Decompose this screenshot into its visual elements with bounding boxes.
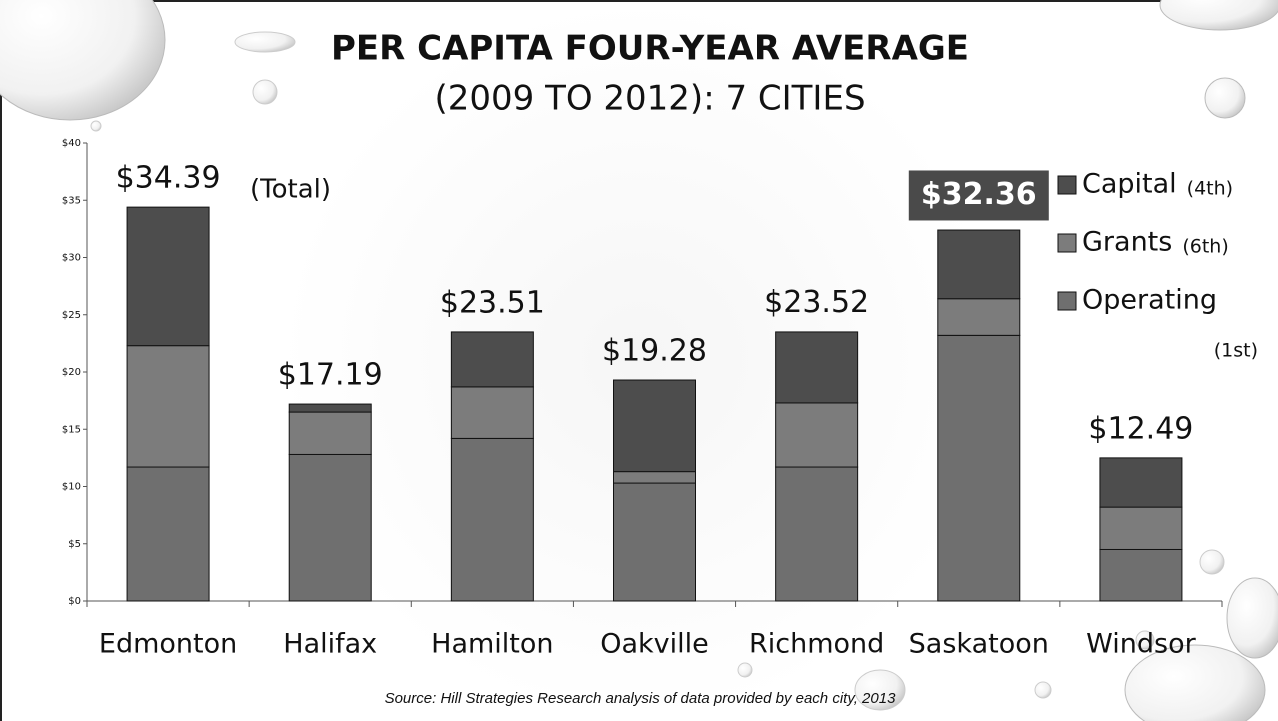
x-tick-label: Halifax	[283, 629, 377, 660]
bar-segment	[613, 471, 696, 484]
droplet	[234, 31, 296, 53]
legend-rank: (6th)	[1182, 236, 1228, 258]
droplet	[1199, 549, 1225, 575]
droplet	[737, 662, 753, 678]
droplet	[0, 0, 166, 121]
y-tick-label: $20	[62, 367, 81, 378]
bar-segment	[288, 403, 372, 413]
bar-segment	[775, 331, 859, 404]
bar-segment	[450, 386, 534, 439]
y-tick-label: $0	[68, 596, 81, 607]
legend-swatch	[1057, 291, 1077, 311]
legend-rank: (1st)	[1214, 340, 1258, 362]
total-label: $23.51	[440, 285, 545, 320]
droplet	[1034, 681, 1052, 699]
bar-segment	[450, 331, 534, 388]
bar-segment	[1099, 506, 1183, 550]
bar-segment	[937, 298, 1021, 336]
x-tick-label: Hamilton	[431, 629, 553, 660]
bar-segment	[1099, 548, 1183, 602]
x-tick-label: Oakville	[600, 629, 709, 660]
y-tick-label: $10	[62, 482, 81, 493]
y-tick-label: $35	[62, 195, 81, 206]
legend-label: Operating	[1082, 285, 1217, 316]
chart-subtitle: (2009 TO 2012): 7 CITIES	[434, 79, 865, 119]
droplet	[1159, 0, 1278, 31]
bar-segment	[126, 345, 210, 468]
legend-swatch	[1057, 233, 1077, 253]
source: Source: Hill Strategies Research analysi…	[385, 690, 896, 707]
droplet	[1226, 577, 1278, 659]
bar-segment	[613, 482, 696, 602]
total-label: $32.36	[921, 177, 1037, 212]
x-tick-label: Windsor	[1086, 629, 1196, 660]
y-tick-label: $30	[62, 253, 81, 264]
chart-title: PER CAPITA FOUR-YEAR AVERAGE	[331, 29, 969, 69]
legend-rank: (4th)	[1187, 178, 1233, 200]
bar-segment	[775, 466, 859, 602]
bar-segment	[937, 229, 1021, 300]
x-tick-label: Saskatoon	[909, 629, 1049, 660]
total-note: (Total)	[250, 175, 331, 205]
droplet	[252, 79, 278, 105]
x-tick-label: Richmond	[749, 629, 884, 660]
x-tick-label: Edmonton	[99, 629, 237, 660]
bar-segment	[937, 334, 1021, 602]
legend-swatch	[1057, 175, 1077, 195]
y-tick-label: $5	[68, 539, 81, 550]
bar-segment	[775, 402, 859, 468]
bar-segment	[126, 466, 210, 602]
droplet	[90, 120, 102, 132]
legend-label: Grants	[1082, 227, 1172, 258]
bar-segment	[450, 437, 534, 602]
total-label: $34.39	[116, 161, 221, 196]
bar-segment	[288, 411, 372, 455]
droplet	[1124, 644, 1266, 721]
y-tick-label: $25	[62, 310, 81, 321]
total-label: $12.49	[1088, 411, 1193, 446]
bar-segment	[288, 453, 372, 602]
bar-segment	[613, 379, 696, 473]
legend-label: Capital	[1082, 169, 1177, 200]
total-box	[908, 170, 1049, 221]
bar-segment	[1099, 457, 1183, 508]
bar-segment	[126, 206, 210, 347]
droplet	[854, 669, 906, 711]
y-tick-label: $40	[62, 138, 81, 149]
total-label: $23.52	[764, 285, 869, 320]
droplet	[1204, 77, 1246, 119]
y-tick-label: $15	[62, 424, 81, 435]
droplet	[1135, 630, 1155, 650]
total-label: $19.28	[602, 334, 707, 369]
total-label: $17.19	[278, 358, 383, 393]
